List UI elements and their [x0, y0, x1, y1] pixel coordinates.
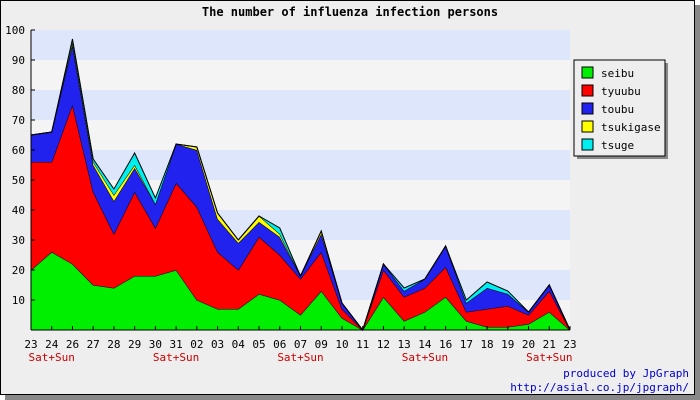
grid-band [31, 120, 570, 150]
area-tyuubu [31, 105, 570, 330]
legend-label-tyuubu: tyuubu [601, 85, 641, 98]
y-tick-label: 70 [12, 114, 25, 127]
x-tick-label: 30 [149, 338, 162, 351]
y-tick-label: 30 [12, 234, 25, 247]
area-tsuge [31, 39, 570, 330]
legend-label-tsukigase: tsukigase [601, 121, 661, 134]
line-tsuge [30, 38, 571, 332]
x-tick-label: 21 [543, 338, 556, 351]
weekend-label: Sat+Sun [402, 351, 448, 364]
x-tick-label: 24 [45, 338, 59, 351]
x-tick-label: 11 [356, 338, 369, 351]
legend-label-tsuge: tsuge [601, 139, 634, 152]
legend-swatch-tsuge [581, 138, 594, 151]
y-tick-label: 100 [5, 24, 25, 37]
x-tick-label: 29 [128, 338, 141, 351]
y-tick-label: 10 [12, 294, 25, 307]
x-tick-label: 23 [24, 338, 37, 351]
x-tick-label: 19 [501, 338, 514, 351]
legend-label-seibu: seibu [601, 67, 634, 80]
x-tick-label: 16 [439, 338, 452, 351]
y-tick-label: 90 [12, 54, 25, 67]
x-tick-label: 07 [294, 338, 307, 351]
x-tick-label: 09 [315, 338, 328, 351]
x-tick-label: 17 [460, 338, 473, 351]
legend-swatch-seibu [581, 66, 594, 79]
y-tick-label: 20 [12, 264, 25, 277]
weekend-label: Sat+Sun [277, 351, 323, 364]
x-tick-label: 18 [480, 338, 493, 351]
x-tick-label: 03 [211, 338, 224, 351]
legend-label-toubu: toubu [601, 103, 634, 116]
legend-swatch-tsukigase [581, 120, 594, 133]
credit-line-1: produced by JpGraph [563, 367, 689, 380]
x-tick-label: 05 [252, 338, 265, 351]
legend-swatch-toubu [581, 102, 594, 115]
legend-swatch-tyuubu [581, 84, 594, 97]
grid-band [31, 150, 570, 180]
x-tick-label: 31 [169, 338, 182, 351]
area-seibu [31, 252, 570, 330]
weekend-label: Sat+Sun [153, 351, 199, 364]
x-tick-label: 14 [418, 338, 432, 351]
x-tick-label: 23 [563, 338, 576, 351]
x-tick-label: 20 [522, 338, 535, 351]
chart-title: The number of influenza infection person… [202, 5, 498, 19]
y-tick-label: 50 [12, 174, 25, 187]
credit-line-2: http://asial.co.jp/jpgraph/ [510, 381, 689, 394]
x-tick-label: 28 [107, 338, 120, 351]
x-tick-label: 06 [273, 338, 286, 351]
x-tick-label: 26 [66, 338, 79, 351]
y-tick-label: 60 [12, 144, 25, 157]
x-tick-label: 12 [377, 338, 390, 351]
x-tick-label: 13 [398, 338, 411, 351]
x-tick-label: 27 [87, 338, 100, 351]
x-tick-label: 02 [190, 338, 203, 351]
x-tick-label: 04 [232, 338, 246, 351]
x-tick-label: 10 [335, 338, 348, 351]
y-tick-label: 40 [12, 204, 25, 217]
weekend-label: Sat+Sun [526, 351, 572, 364]
y-tick-label: 80 [12, 84, 25, 97]
weekend-label: Sat+Sun [29, 351, 75, 364]
grid-band [31, 30, 570, 60]
grid-band [31, 90, 570, 120]
grid-band [31, 60, 570, 90]
